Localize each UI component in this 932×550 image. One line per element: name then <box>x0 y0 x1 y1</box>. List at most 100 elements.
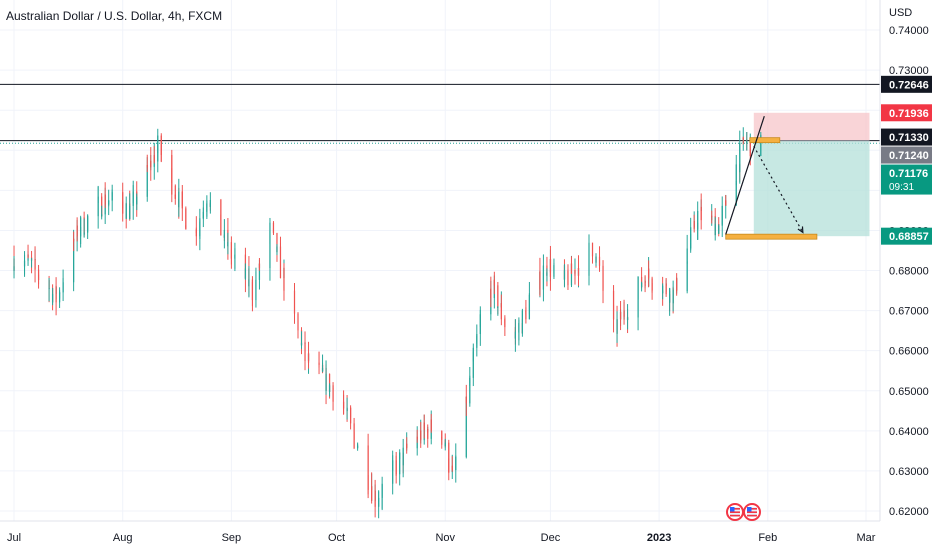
candle-body <box>178 191 180 208</box>
candle <box>227 232 229 255</box>
candle-body <box>521 310 524 334</box>
candle <box>276 244 278 256</box>
candle <box>647 260 650 288</box>
candle-body <box>349 416 352 424</box>
candle-body <box>80 217 82 233</box>
candle-body <box>563 270 566 280</box>
candle-body <box>318 363 320 365</box>
candle-body <box>662 285 664 294</box>
symbol-title[interactable]: Australian Dollar / U.S. Dollar, 4h, FXC… <box>6 9 223 23</box>
candle <box>423 414 425 439</box>
candle-body <box>760 134 762 156</box>
candles <box>13 127 762 519</box>
candle <box>616 311 618 343</box>
candle-body <box>51 293 54 303</box>
candle <box>690 217 692 253</box>
event-markers[interactable] <box>726 503 761 521</box>
candle-body <box>185 208 187 227</box>
candle <box>448 458 450 481</box>
candle-body <box>647 268 650 279</box>
candle-body <box>125 203 127 219</box>
candle-body <box>136 196 138 205</box>
event-flag-stripe <box>730 514 740 517</box>
candle <box>399 452 401 460</box>
candle-body <box>497 285 499 308</box>
candle <box>23 251 26 275</box>
event-flag-icon[interactable] <box>743 503 761 521</box>
candle <box>258 257 261 271</box>
candle-body <box>697 210 699 229</box>
candle-body <box>34 259 36 270</box>
candle <box>626 304 629 330</box>
candle <box>602 272 604 304</box>
candle-body <box>441 431 443 439</box>
candle-body <box>490 288 492 299</box>
candle <box>272 227 275 235</box>
candle <box>51 287 54 306</box>
candle-body <box>514 331 516 339</box>
candle <box>48 277 50 302</box>
event-flag-icon[interactable] <box>726 503 744 521</box>
candle-body <box>258 263 261 280</box>
candle <box>104 182 106 208</box>
candle <box>528 281 531 315</box>
candle-body <box>367 485 369 490</box>
event-flag-canton <box>747 507 752 512</box>
candle-body <box>272 222 275 228</box>
candle <box>504 317 506 337</box>
candle <box>472 343 474 362</box>
candle-body <box>234 254 236 258</box>
candle-body <box>406 443 408 449</box>
candle-body <box>479 323 481 335</box>
candle <box>27 244 29 259</box>
candle-body <box>199 218 201 229</box>
candle-body <box>97 196 99 200</box>
candle-body <box>612 290 615 316</box>
time-axis[interactable]: Jul Aug Sep Oct Nov Dec 2023 Feb Mar <box>0 520 880 544</box>
candle-body <box>132 191 134 198</box>
candle-body <box>269 234 271 269</box>
price-tag <box>881 164 932 195</box>
candle <box>595 253 597 267</box>
candle <box>381 476 383 509</box>
candle <box>476 324 478 344</box>
candle-body <box>602 280 604 291</box>
candle-body <box>493 279 495 286</box>
candle-body <box>472 361 474 378</box>
candle <box>185 206 187 228</box>
candle-body <box>640 282 643 288</box>
candle <box>441 436 443 449</box>
candle <box>209 192 211 214</box>
candle-body <box>651 278 653 288</box>
candle-body <box>416 436 418 440</box>
candle <box>234 242 236 272</box>
price-tag <box>881 128 932 146</box>
candle-body <box>195 230 197 237</box>
candle <box>686 261 688 294</box>
time-tick-label: Jul <box>7 532 21 544</box>
drawings[interactable] <box>725 116 818 240</box>
candle-body <box>595 256 597 263</box>
candle-body <box>332 385 334 390</box>
candle-body <box>567 276 569 286</box>
candle <box>80 215 82 245</box>
candle-body <box>746 141 748 144</box>
candle-body <box>223 229 225 238</box>
price-tick-label: 0.65000 <box>889 386 929 398</box>
candle <box>174 185 176 205</box>
candle-body <box>181 195 183 209</box>
event-flag-stripe <box>730 511 740 513</box>
price-tag-countdown: 09:31 <box>889 182 914 193</box>
candle <box>185 225 187 230</box>
candle <box>206 200 208 217</box>
candle-body <box>227 242 229 247</box>
candle <box>374 479 376 518</box>
candle-body <box>185 226 187 230</box>
candle-body <box>672 290 674 304</box>
candle-body <box>577 268 580 276</box>
candle-body <box>381 483 383 497</box>
position-tool[interactable] <box>753 112 870 237</box>
candle-body <box>378 497 380 503</box>
candle <box>721 196 723 225</box>
